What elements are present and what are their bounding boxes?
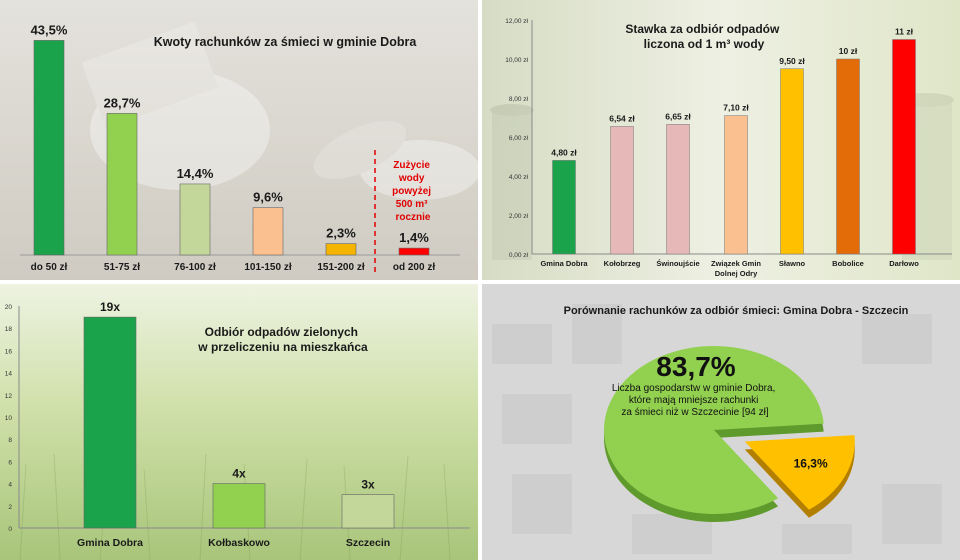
category-label: Szczecin — [346, 537, 390, 549]
background-photo-city — [492, 304, 942, 554]
bar-value-label: 43,5% — [31, 22, 68, 37]
chart2-title: Stawka za odbiór odpadów liczona od 1 m³… — [625, 22, 782, 51]
bar-value-label: 7,10 zł — [723, 103, 749, 113]
annotation-line: wody — [398, 173, 425, 184]
category-label: Darłowo — [889, 259, 919, 268]
bar — [341, 494, 395, 529]
category-label: 151-200 zł — [317, 262, 364, 273]
chart-background — [0, 0, 478, 280]
bar — [212, 483, 266, 529]
y-tick-label: 4,00 zł — [509, 174, 529, 181]
chart3-title-line: w przeliczeniu na mieszkańca — [197, 340, 368, 354]
y-tick-label: 2 — [8, 504, 12, 511]
category-label: Gmina Dobra — [540, 259, 588, 268]
y-tick-label: 10,00 zł — [505, 57, 528, 64]
annotation-line: Zużycie — [393, 160, 430, 171]
pie-slice-main — [604, 346, 824, 514]
category-label: Dolnej Odry — [715, 269, 758, 278]
bar-value-label: 19x — [100, 300, 120, 314]
y-tick-label: 18 — [5, 326, 13, 333]
pie-description-line: Liczba gospodarstw w gminie Dobra, — [612, 383, 775, 394]
chart2-title-line: liczona od 1 m³ wody — [644, 37, 765, 51]
bar — [610, 126, 634, 255]
bar — [33, 40, 65, 256]
category-label: 101-150 zł — [244, 262, 291, 273]
pie-description-line: za śmieci niż w Szczecinie [94 zł] — [621, 407, 768, 418]
bar-value-label: 9,50 zł — [779, 56, 805, 66]
bar-value-label: 4,80 zł — [551, 147, 577, 157]
bar-value-label: 11 zł — [895, 27, 914, 37]
pie-slice-secondary — [744, 435, 855, 510]
chart-water-rate-svg: Stawka za odbiór odpadów liczona od 1 m³… — [482, 0, 960, 280]
chart-bill-comparison: Porównanie rachunków za odbiór śmieci: G… — [482, 284, 960, 560]
y-tick-label: 20 — [5, 304, 13, 311]
y-tick-label: 16 — [5, 348, 13, 355]
category-label: Związek Gmin — [711, 259, 761, 268]
pie-main-value-label: 83,7% — [656, 351, 735, 382]
category-label: Gmina Dobra — [77, 537, 143, 549]
category-label: Bobolice — [832, 259, 864, 268]
y-tick-label: 0,00 zł — [509, 252, 529, 259]
bar — [836, 58, 860, 255]
y-tick-label: 12,00 zł — [505, 18, 528, 25]
y-tick-label: 6 — [8, 459, 12, 466]
chart3-title: Odbiór odpadów zielonych w przeliczeniu … — [197, 325, 368, 354]
bar — [892, 39, 916, 255]
bar — [666, 124, 690, 255]
bar — [325, 243, 357, 256]
bar-value-label: 6,65 zł — [665, 111, 691, 121]
y-tick-label: 0 — [8, 526, 12, 533]
category-label: Kołbaskowo — [208, 537, 270, 549]
bar — [252, 207, 284, 256]
bar-value-label: 2,3% — [326, 226, 356, 241]
pie-main-description: Liczba gospodarstw w gminie Dobra, które… — [612, 383, 778, 418]
bar — [179, 183, 211, 256]
y-tick-label: 6,00 zł — [509, 135, 529, 142]
bar — [398, 247, 430, 256]
bar-value-label: 3x — [361, 478, 375, 492]
annotation-line: rocznie — [395, 212, 430, 223]
bar — [106, 113, 138, 256]
chart1-annotation: Zużycie wody powyżej 500 m³ rocznie — [392, 160, 434, 223]
y-tick-label: 14 — [5, 371, 13, 378]
annotation-line: powyżej — [392, 186, 431, 197]
pie-secondary-value-label: 16,3% — [794, 457, 828, 471]
chart-water-rate: Stawka za odbiór odpadów liczona od 1 m³… — [482, 0, 960, 280]
y-tick-label: 10 — [5, 415, 13, 422]
chart2-title-line: Stawka za odbiór odpadów — [625, 22, 780, 36]
category-label: do 50 zł — [31, 262, 68, 273]
y-tick-label: 4 — [8, 482, 12, 489]
y-tick-label: 12 — [5, 393, 13, 400]
category-label: Sławno — [779, 259, 806, 268]
chart-bill-amounts: Kwoty rachunków za śmieci w gminie Dobra… — [0, 0, 478, 280]
chart1-title: Kwoty rachunków za śmieci w gminie Dobra — [154, 35, 418, 49]
bar-value-label: 1,4% — [399, 230, 429, 245]
chart4-title: Porównanie rachunków za odbiór śmieci: G… — [564, 305, 909, 317]
chart-green-waste: Odbiór odpadów zielonych w przeliczeniu … — [0, 284, 478, 560]
category-label: Świnoujście — [656, 259, 699, 268]
bar-value-label: 9,6% — [253, 190, 283, 205]
bar-value-label: 10 zł — [839, 46, 858, 56]
y-tick-label: 2,00 zł — [509, 213, 529, 220]
category-label: 76-100 zł — [174, 262, 216, 273]
category-label: Kołobrzeg — [604, 259, 641, 268]
bar-value-label: 28,7% — [104, 95, 141, 110]
bar — [552, 160, 576, 255]
y-tick-label: 8 — [8, 437, 12, 444]
bar — [83, 316, 137, 529]
category-label: od 200 zł — [393, 262, 435, 273]
y-tick-label: 8,00 zł — [509, 96, 529, 103]
bar-value-label: 4x — [232, 467, 246, 481]
bar — [780, 68, 804, 255]
chart3-title-line: Odbiór odpadów zielonych — [205, 325, 358, 339]
bar — [724, 115, 748, 255]
chart-green-waste-svg: Odbiór odpadów zielonych w przeliczeniu … — [0, 284, 478, 560]
annotation-line: 500 m³ — [396, 199, 428, 210]
pie-description-line: które mają mniejsze rachunki — [629, 395, 759, 406]
chart-bill-comparison-svg: Porównanie rachunków za odbiór śmieci: G… — [482, 284, 960, 560]
category-label: 51-75 zł — [104, 262, 140, 273]
bar-value-label: 14,4% — [177, 166, 214, 181]
chart-bill-amounts-svg: Kwoty rachunków za śmieci w gminie Dobra… — [0, 0, 478, 280]
bar-value-label: 6,54 zł — [609, 113, 635, 123]
